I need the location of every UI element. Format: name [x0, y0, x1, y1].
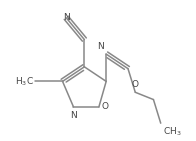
Text: N: N [70, 111, 77, 120]
Text: O: O [102, 102, 109, 111]
Text: CH$_3$: CH$_3$ [162, 125, 181, 137]
Text: O: O [132, 80, 139, 89]
Text: H$_3$C: H$_3$C [15, 75, 34, 88]
Text: N: N [63, 13, 70, 22]
Text: N: N [97, 42, 103, 51]
